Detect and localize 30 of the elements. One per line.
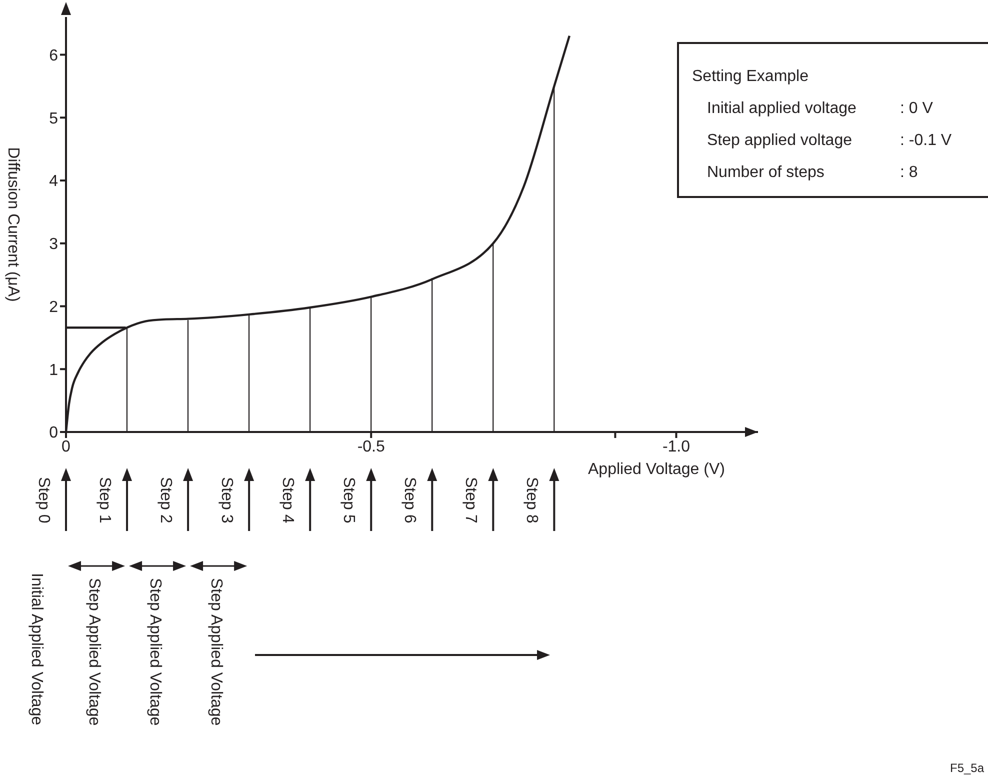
y-axis-title: Diffusion Current (μA): [4, 147, 22, 302]
x-axis-title: Applied Voltage (V): [588, 461, 725, 478]
text: Step 6: [401, 477, 418, 524]
y-tick-label: 6: [49, 47, 58, 64]
y-tick-label: 5: [49, 110, 58, 128]
y-tick-label: 0: [49, 424, 58, 442]
text: Step 3: [218, 477, 236, 524]
text: Step 5: [340, 477, 358, 524]
text: Step 2: [157, 477, 174, 524]
text: Step 4: [279, 477, 296, 524]
x-tick-label: -0.5: [357, 438, 385, 456]
text: Step 7: [462, 477, 480, 524]
text: Step 0: [35, 477, 52, 524]
text: Initial applied voltage : 0 V: [707, 100, 933, 117]
y-tick-label: 4: [49, 173, 58, 190]
x-tick-label: -1.0: [662, 438, 690, 456]
text: Number of steps : 8: [707, 164, 918, 181]
text: Step applied voltage : -0.1 V: [707, 132, 952, 149]
y-tick-label: 1: [49, 362, 58, 379]
text: Step 1: [96, 477, 114, 524]
text: Step Applied Voltage: [208, 578, 225, 726]
y-tick-label: 2: [49, 298, 58, 316]
text: Step 8: [523, 477, 540, 524]
x-tick-label: 0: [62, 438, 71, 456]
y-tick-label: 3: [49, 236, 58, 254]
text: Initial Applied Voltage: [28, 573, 45, 726]
text: F5_5a: [950, 761, 984, 775]
text: Step Applied Voltage: [86, 578, 103, 726]
text: Step Applied Voltage: [146, 578, 164, 726]
annotation: Setting Example: [692, 68, 809, 85]
